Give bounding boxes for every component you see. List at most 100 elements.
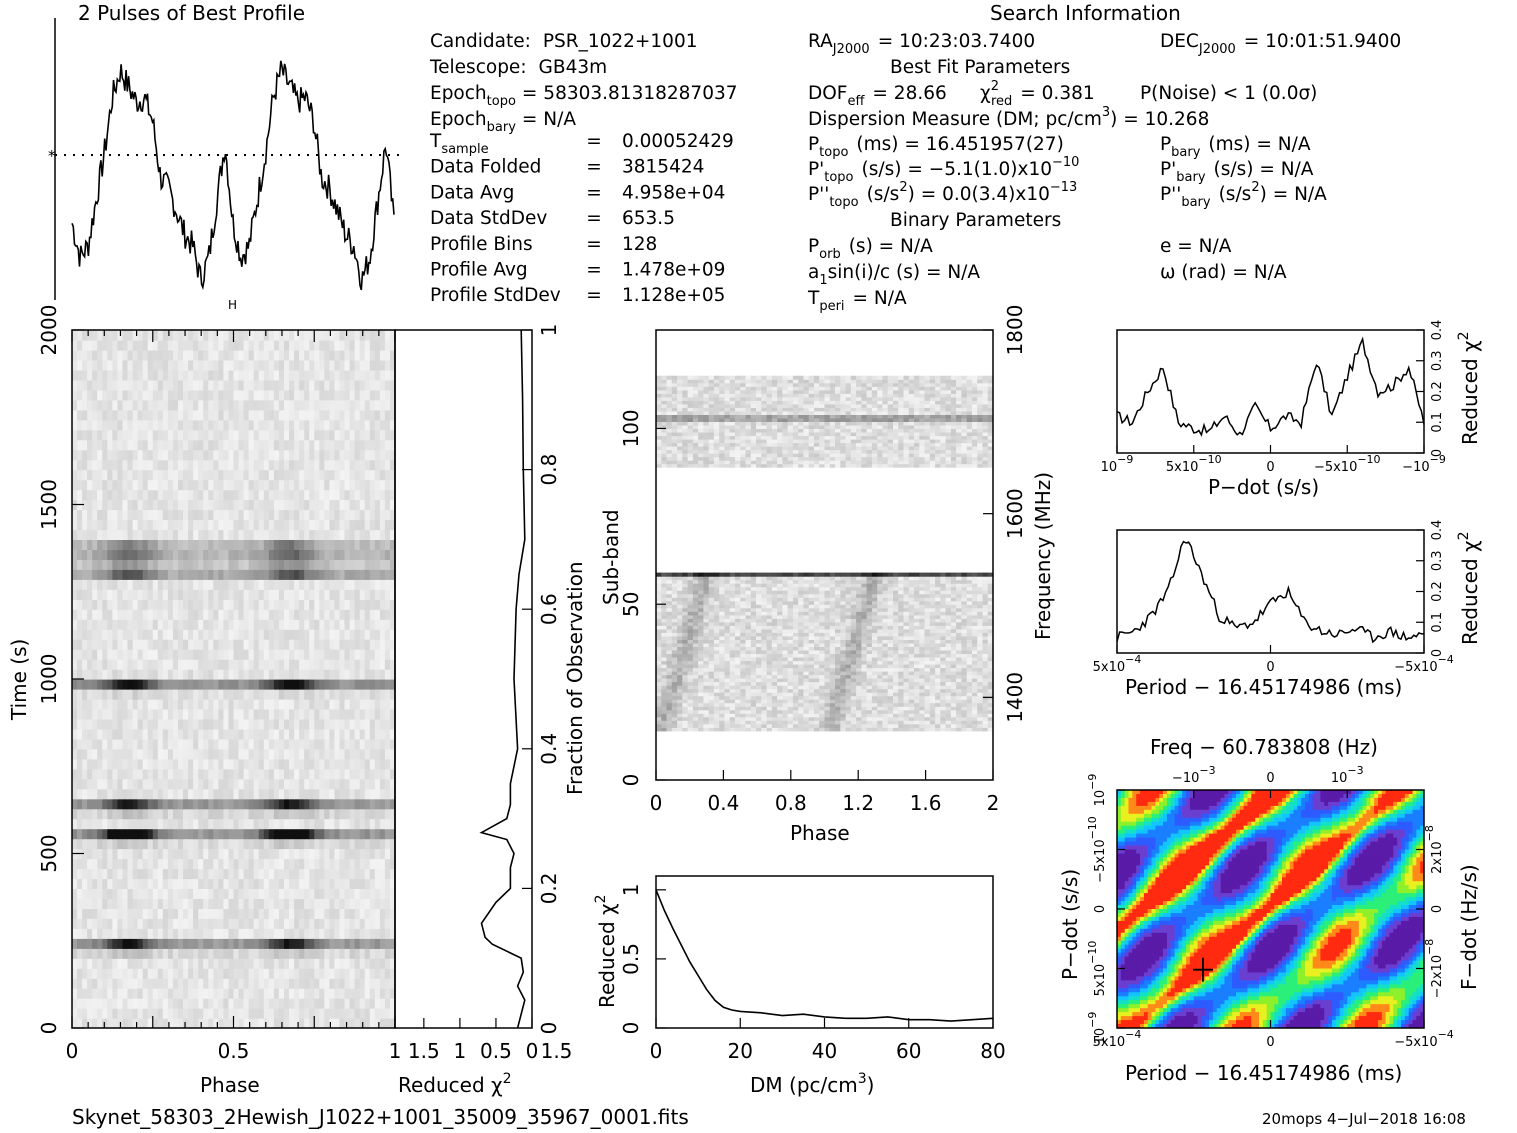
info-row-value: 1.128e+05	[622, 285, 725, 306]
svg-text:RAJ2000= 10:23:03.7400: RAJ2000 = 10:23:03.7400	[808, 31, 1035, 57]
ppdot-xlabel: Period − 16.45174986 (ms)	[1125, 1061, 1402, 1085]
dm-xlabel: DM (pc/cm3)	[750, 1071, 874, 1097]
subband-y2tick: 1800	[1003, 305, 1027, 356]
svg-text:*: *	[48, 147, 56, 165]
time-chi2-ytick: 0.2	[537, 872, 561, 904]
profile-title: 2 Pulses of Best Profile	[78, 1, 305, 25]
ppdot-ytick: 10−9	[1086, 774, 1108, 807]
time-chi2-xtick: 0.5	[480, 1039, 512, 1063]
time-chi2-ytick: 0.8	[537, 454, 561, 486]
profile-line	[71, 60, 395, 291]
time-chi2-curve	[479, 329, 526, 1029]
time-phase-xlabel: Phase	[200, 1073, 260, 1097]
svg-text:Epochtopo= 58303.81318287037: Epochtopo = 58303.81318287037	[430, 83, 738, 109]
period_chi2-ytick: 0	[1430, 649, 1445, 657]
subband-xtick: 2	[987, 791, 1000, 815]
ppdot-ylabel: P−dot (s/s)	[1058, 869, 1082, 980]
dm-xtick: 80	[980, 1039, 1005, 1063]
dm-ytick: 0	[619, 1022, 643, 1035]
dm-ytick: 1	[619, 883, 643, 896]
pdot_chi2-xtick: −5x10−10	[1314, 453, 1381, 475]
time-phase-ytick: 1500	[37, 479, 61, 530]
time-chi2-ylabel: Fraction of Observation	[563, 561, 587, 795]
time-chi2-xtick: 1	[454, 1039, 467, 1063]
info-row-value: 1.478e+09	[622, 260, 725, 281]
info-row-label: Profile Bins	[430, 234, 533, 255]
pdot_chi2-ytick: 0.4	[1430, 320, 1445, 341]
ppdot-toptick: −10−3	[1172, 764, 1216, 786]
info-row-label: Profile Avg	[430, 260, 528, 281]
time-chi2-xtick: 0	[526, 1039, 539, 1063]
svg-text:Candidate:PSR_1022+1001: Candidate: PSR_1022+1001	[430, 31, 697, 52]
period_chi2-ytick: 0.2	[1430, 581, 1445, 602]
info-row-label: Data Avg	[430, 182, 514, 203]
period-chi2-panel: 5x10−40 −5x10−400.10.20.30.4 Period − 16.…	[1093, 520, 1482, 699]
svg-text:Best Fit Parameters: Best Fit Parameters	[890, 57, 1070, 78]
info-row-label: Profile StdDev	[430, 285, 561, 306]
profile-panel: 2 Pulses of Best Profile *	[48, 1, 400, 300]
info-row-value: 0.00052429	[622, 131, 734, 152]
svg-text:P''bary(s/s2) = N/A: P''bary (s/s2) = N/A	[1160, 180, 1327, 210]
time-chi2-ytick: 0.4	[537, 733, 561, 765]
time-phase-ytick: 0	[37, 1022, 61, 1035]
svg-text:DOFeff= 28.66: DOFeff = 28.66	[808, 83, 947, 109]
dm-curve	[655, 889, 994, 1022]
dm-ylabel: Reduced χ2	[593, 894, 619, 1008]
ppdot-ytick: 0	[1093, 905, 1108, 913]
svg-text:P''topo(s/s2) = 0.0(3.4)x10−13: P''topo (s/s2) = 0.0(3.4)x10−13	[808, 180, 1077, 210]
ppdot-panel: Freq − 60.783808 (Hz) 5x10−4 0 −5x10−4 −10−…	[1058, 735, 1481, 1085]
ppdot-ytick: −5x10−10	[1086, 816, 1108, 883]
period_chi2-ytick: 0.3	[1430, 550, 1445, 571]
subband-xtick: 1.6	[910, 791, 942, 815]
svg-text:e = N/A: e = N/A	[1160, 236, 1232, 257]
profile-curve	[71, 60, 395, 291]
svg-text:Tperi= N/A: Tperi = N/A	[807, 288, 907, 314]
svg-text:P'bary(s/s) = N/A: P'bary (s/s) = N/A	[1160, 159, 1314, 185]
period_chi2-xtick: 0	[1266, 660, 1274, 675]
info-row-value: 128	[622, 234, 657, 255]
svg-text:Binary Parameters: Binary Parameters	[890, 210, 1061, 231]
info-row-label: Tsample	[429, 131, 489, 157]
search-info-heading: Search Information	[990, 1, 1181, 25]
period_chi2-ytick: 0.4	[1430, 520, 1445, 541]
subband-xlabel: Phase	[790, 821, 850, 845]
subband-xtick: 0.4	[707, 791, 739, 815]
pdot_chi2-xtick: 10−9	[1101, 453, 1134, 475]
time-phase-xtick: 0.5	[218, 1039, 250, 1063]
dm-xtick: 20	[728, 1039, 753, 1063]
svg-text:DECJ2000= 10:01:51.9400: DECJ2000 = 10:01:51.9400	[1160, 31, 1401, 57]
ppdot-toptick: 10−3	[1331, 764, 1364, 786]
time-phase-ytick: 1000	[37, 654, 61, 705]
svg-text:Telescope:GB43m: Telescope: GB43m	[429, 57, 607, 78]
info-row-value: 4.958e+04	[622, 182, 725, 203]
time-phase-xtick: 0	[66, 1039, 79, 1063]
time-phase-ylabel: Time (s)	[7, 639, 31, 721]
info-row-eq: =	[586, 260, 602, 281]
subband-heatmap	[656, 375, 993, 732]
ppdot-heatmap	[1117, 790, 1424, 1028]
pdot_chi2-curve	[1116, 336, 1425, 437]
pdot_chi2-ytick: 0	[1430, 449, 1445, 457]
period-ylabel: Reduced χ2	[1456, 531, 1482, 645]
ppdot-y2tick: −2x10−8	[1423, 939, 1445, 999]
ppdot-toptick: 0	[1266, 771, 1274, 786]
ppdot-ytick: 5x10−10	[1086, 941, 1108, 997]
subband-ytick: 100	[619, 409, 643, 447]
svg-text:Ptopo(ms) = 16.451957(27): Ptopo (ms) = 16.451957(27)	[808, 134, 1064, 160]
dm-ytick: 0.5	[619, 943, 643, 975]
time-phase-xtick: 1	[389, 1039, 402, 1063]
footer-stamp: 20mops 4−Jul−2018 16:08	[1262, 1110, 1466, 1128]
period_chi2-ytick: 0.1	[1430, 612, 1445, 633]
subband-panel: 0 0.4 0.8 1.2 1.6 2 0 50 100 1400 1600 1800 Phase S…	[599, 305, 1055, 845]
dm-xtick: 0	[650, 1039, 663, 1063]
time-phase-ytick: 2000	[37, 305, 61, 356]
subband-xtick: 0.8	[775, 791, 807, 815]
dm-chi2-panel: 0 20 40 60 80 0 0.5 1 DM (pc/cm3) Reduced χ2	[593, 875, 1006, 1097]
period-xlabel: Period − 16.45174986 (ms)	[1125, 675, 1402, 699]
time-chi2-panel: 1.5 1 0.5 0 0.2 0.4 0.6 0.8 1 0 Reduced χ2 Fracti…	[394, 324, 587, 1097]
subband-ytick: 0	[619, 774, 643, 787]
svg-text:Dispersion Measure (DM; pc/cm3: Dispersion Measure (DM; pc/cm3) = 10.268	[808, 105, 1209, 130]
